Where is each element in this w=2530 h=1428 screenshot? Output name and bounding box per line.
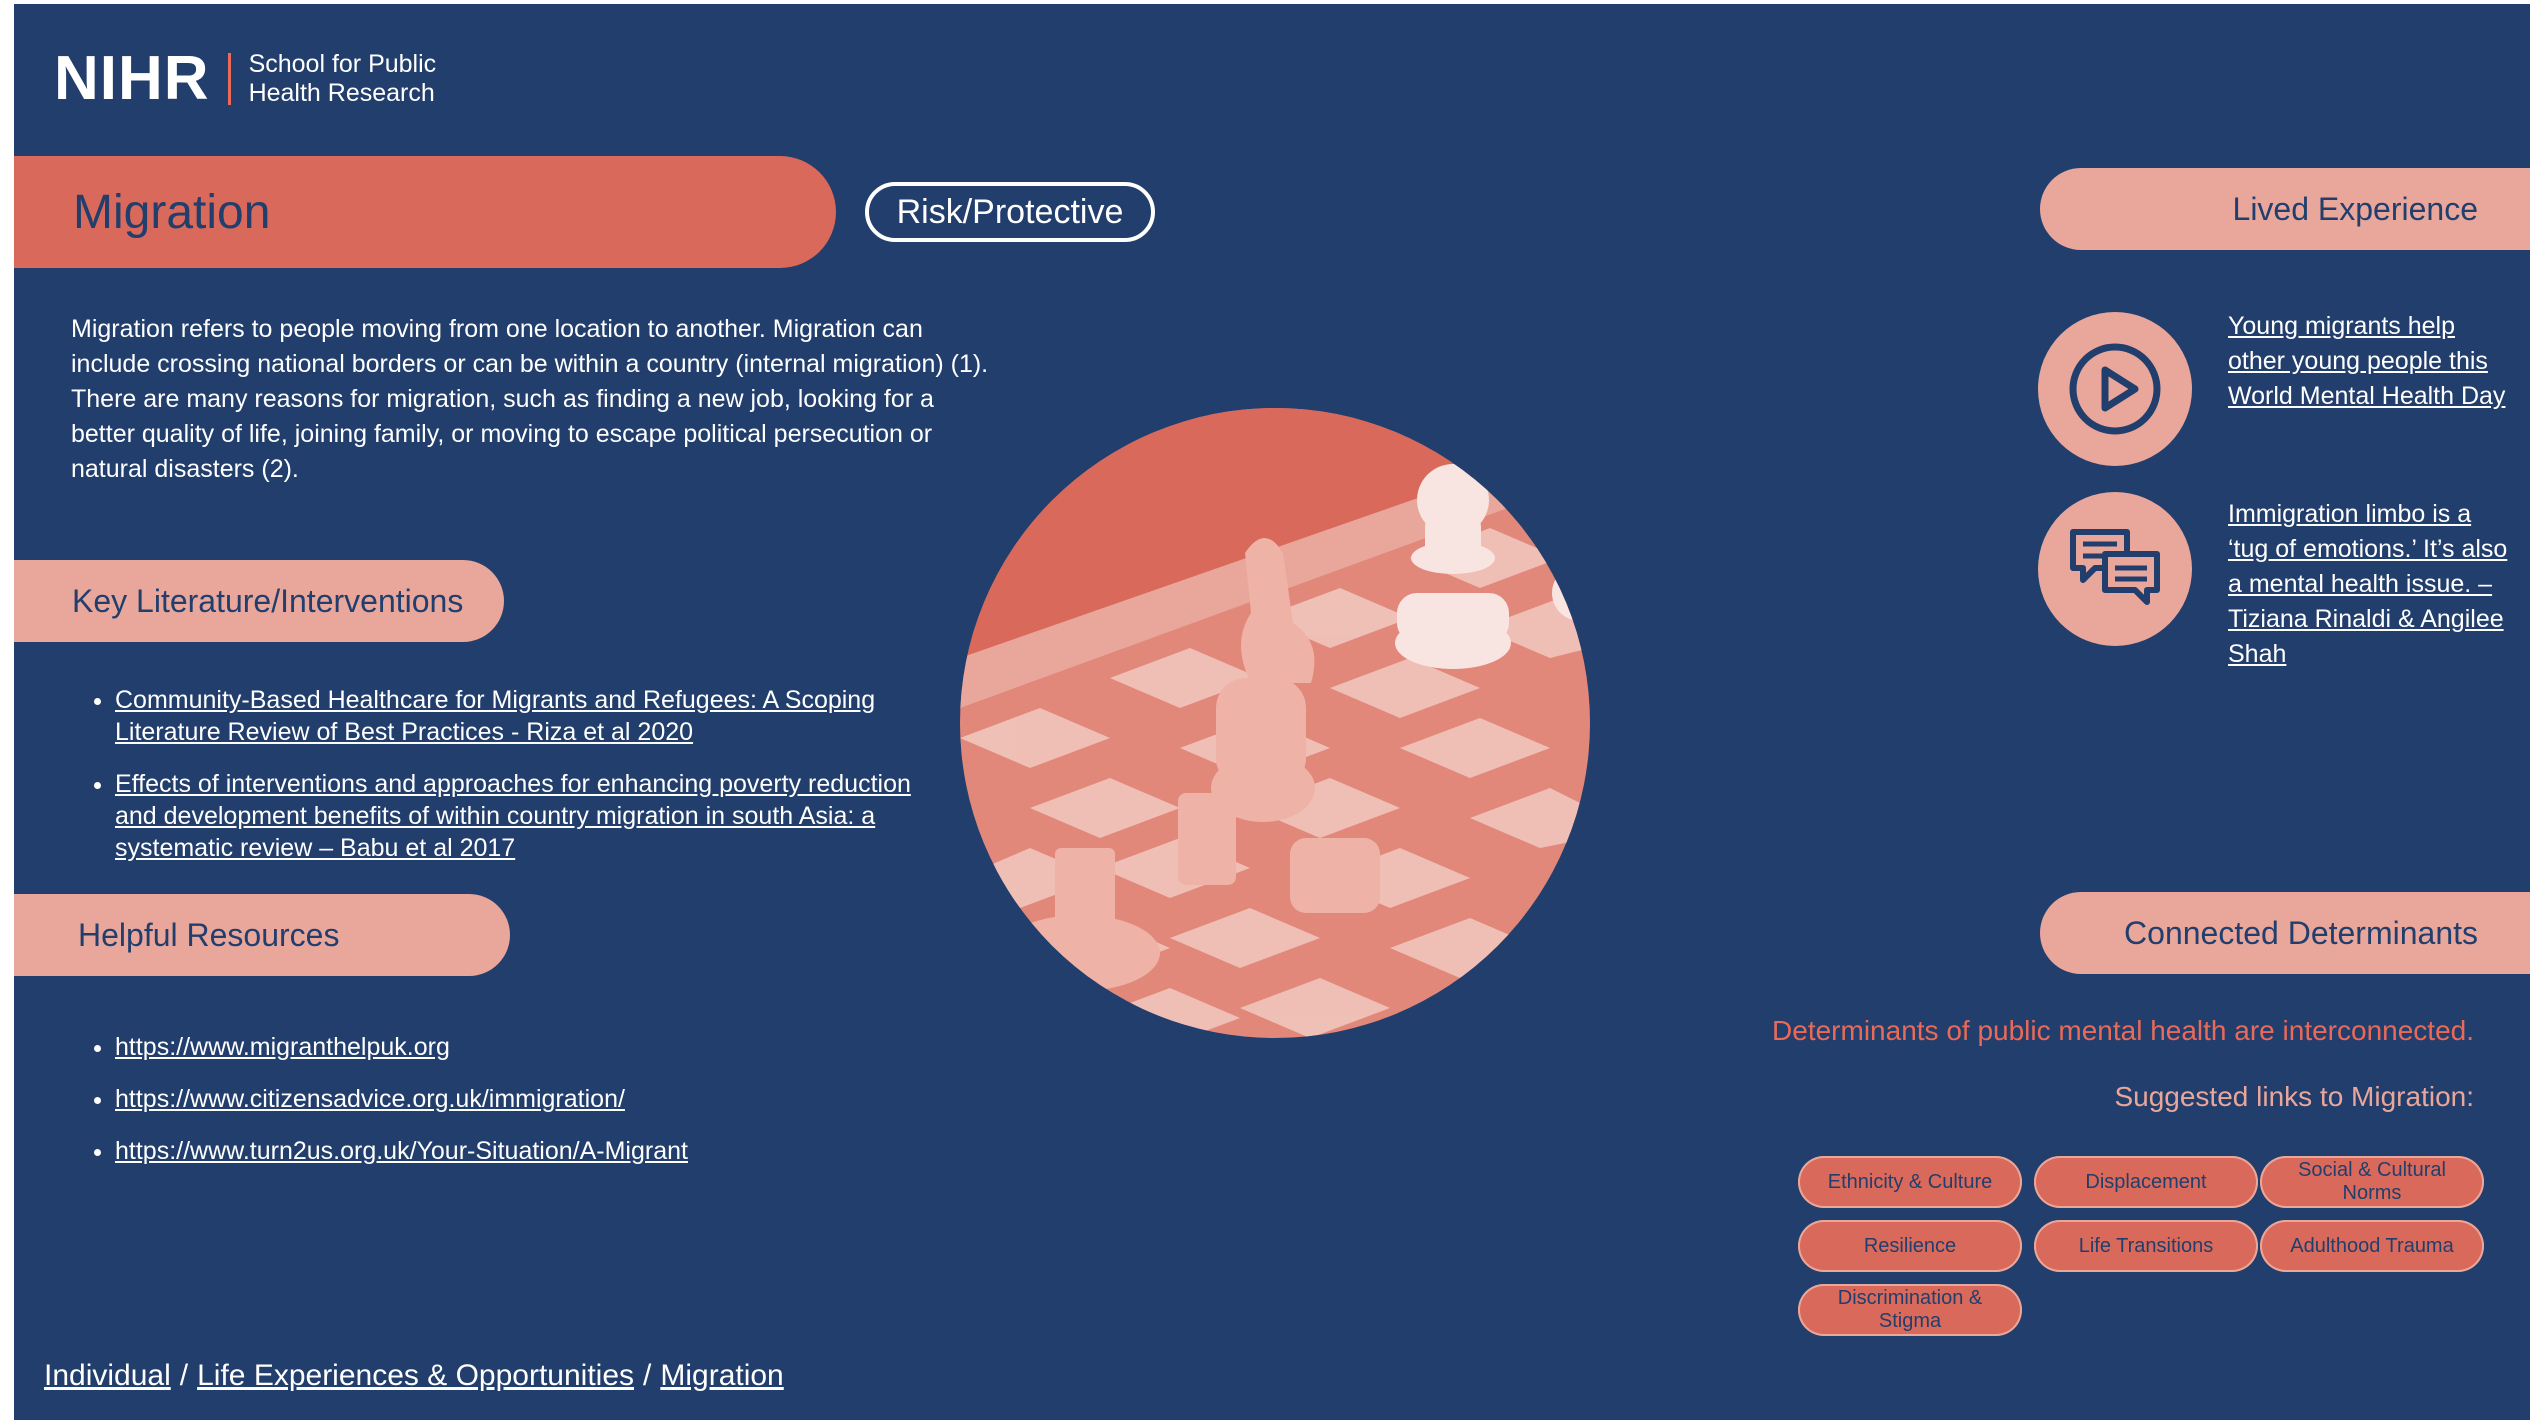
chip-discrimination-stigma[interactable]: Discrimination & Stigma xyxy=(1798,1284,2022,1336)
key-literature-heading: Key Literature/Interventions xyxy=(14,560,504,642)
list-item: Community-Based Healthcare for Migrants … xyxy=(115,684,955,748)
chip-life-transitions[interactable]: Life Transitions xyxy=(2034,1220,2258,1272)
intro-paragraph: Migration refers to people moving from o… xyxy=(71,315,989,483)
chip-ethnicity-culture[interactable]: Ethnicity & Culture xyxy=(1798,1156,2022,1208)
breadcrumb-life-experiences[interactable]: Life Experiences & Opportunities xyxy=(197,1359,635,1392)
logo-subtitle-line2: Health Research xyxy=(248,79,435,107)
resource-link-2[interactable]: https://www.citizensadvice.org.uk/immigr… xyxy=(115,1085,625,1113)
lived-experience-heading: Lived Experience xyxy=(2040,168,2530,250)
chip-social-cultural-norms[interactable]: Social & Cultural Norms xyxy=(2260,1156,2484,1208)
resource-link-3[interactable]: https://www.turn2us.org.uk/Your-Situatio… xyxy=(115,1137,688,1165)
breadcrumb-separator: / xyxy=(179,1359,189,1392)
breadcrumb-separator: / xyxy=(643,1359,652,1392)
speech-bubbles-icon[interactable] xyxy=(2038,492,2192,646)
play-icon-svg xyxy=(2069,343,2161,435)
helpful-resources-heading: Helpful Resources xyxy=(14,894,510,976)
lived-experience-link-2[interactable]: Immigration limbo is a ‘tug of emotions.… xyxy=(2228,500,2508,668)
nihr-logo[interactable]: NIHR School for Public Health Research xyxy=(54,44,436,114)
list-item: https://www.migranthelpuk.org xyxy=(115,1031,1015,1063)
literature-link-1[interactable]: Community-Based Healthcare for Migrants … xyxy=(115,686,876,746)
literature-link-2[interactable]: Effects of interventions and approaches … xyxy=(115,770,911,862)
speech-bubbles-icon-svg xyxy=(2070,529,2160,605)
logo-subtitle: School for Public Health Research xyxy=(249,50,437,108)
connected-determinants-heading: Connected Determinants xyxy=(2040,892,2530,974)
logo-divider xyxy=(227,53,231,105)
page-title: Migration xyxy=(14,156,836,268)
logo-mark: NIHR xyxy=(54,44,210,113)
chessboard-illustration-svg xyxy=(960,408,1590,1038)
breadcrumb-individual[interactable]: Individual xyxy=(44,1359,171,1392)
chip-resilience[interactable]: Resilience xyxy=(1798,1220,2022,1272)
resources-list: https://www.migranthelpuk.org https://ww… xyxy=(71,1031,1015,1187)
key-literature-list: Community-Based Healthcare for Migrants … xyxy=(71,684,955,884)
chip-adulthood-trauma[interactable]: Adulthood Trauma xyxy=(2260,1220,2484,1272)
page: NIHR School for Public Health Research M… xyxy=(14,4,2530,1420)
risk-protective-tag[interactable]: Risk/Protective xyxy=(865,182,1155,242)
chip-displacement[interactable]: Displacement xyxy=(2034,1156,2258,1208)
breadcrumb: Individual / Life Experiences & Opportunit… xyxy=(44,1359,784,1393)
list-item: https://www.turn2us.org.uk/Your-Situatio… xyxy=(115,1135,1015,1167)
list-item: https://www.citizensadvice.org.uk/immigr… xyxy=(115,1083,1015,1115)
suggested-links-label: Suggested links to Migration: xyxy=(2114,1081,2474,1112)
lived-experience-link-1[interactable]: Young migrants help other young people t… xyxy=(2228,312,2506,410)
resource-link-1[interactable]: https://www.migranthelpuk.org xyxy=(115,1033,450,1061)
list-item: Effects of interventions and approaches … xyxy=(115,768,955,864)
chessboard-illustration xyxy=(960,408,1590,1038)
determinants-intro: Determinants of public mental health are… xyxy=(1772,1015,2474,1046)
breadcrumb-migration[interactable]: Migration xyxy=(660,1359,784,1392)
play-icon[interactable] xyxy=(2038,312,2192,466)
logo-subtitle-line1: School for Public xyxy=(248,50,437,78)
